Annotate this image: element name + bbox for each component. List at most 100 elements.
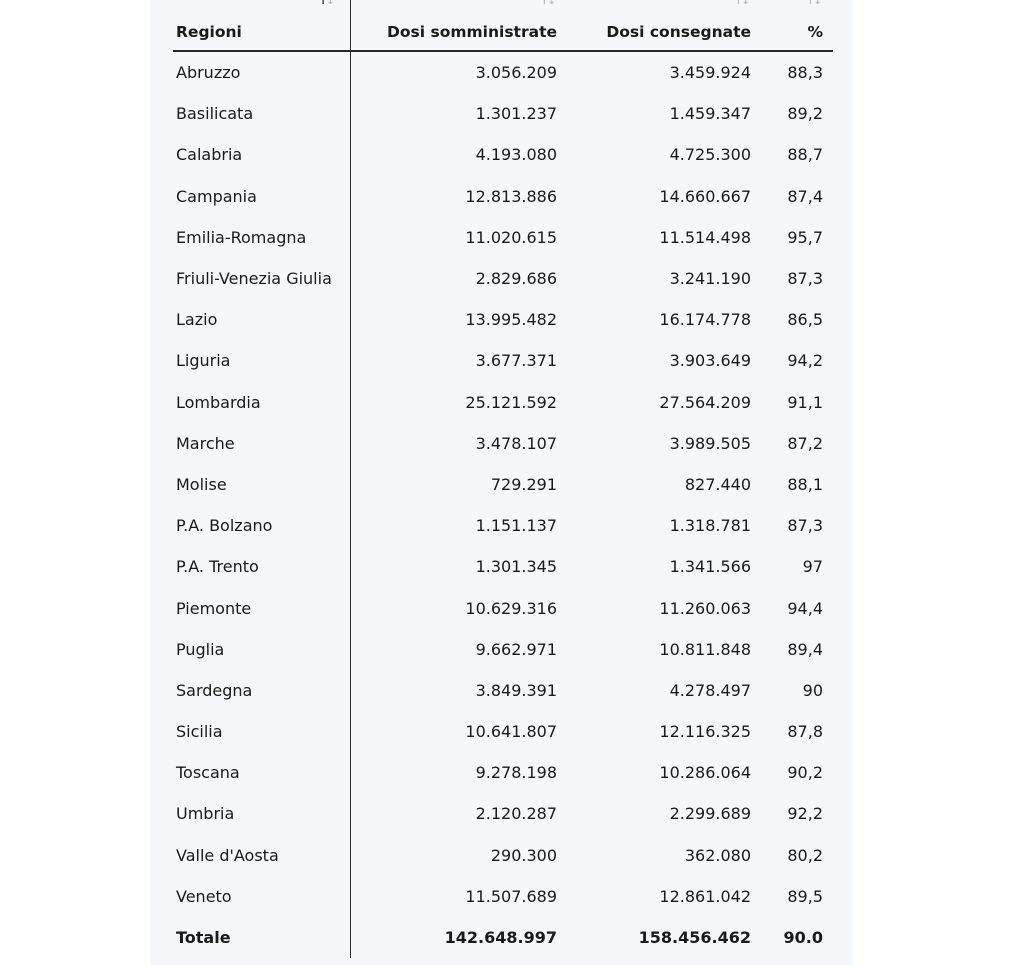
cell-regione: Molise (173, 463, 351, 506)
cell-percent: 87,8 (787, 722, 823, 742)
cell-dosi-somministrate: 142.648.997 (444, 928, 557, 948)
column-header-regioni[interactable]: ↑↓ Regioni (173, 0, 351, 52)
cell-dosi-consegnate: 1.318.781 (669, 516, 751, 536)
cell-regione: Sicilia (173, 711, 351, 753)
cell-regione: Friuli-Venezia Giulia (173, 257, 351, 300)
cell-dosi-consegnate: 3.459.924 (669, 63, 751, 83)
table-row: Calabria 4.193.080 4.725.300 88,7 (173, 134, 833, 176)
cell-regione: Calabria (173, 134, 351, 176)
cell-regione: Lombardia (173, 381, 351, 423)
table-row: Veneto 11.507.689 12.861.042 89,5 (173, 875, 833, 917)
cell-dosi-consegnate: 11.514.498 (659, 227, 751, 247)
column-header-label: % (807, 23, 823, 41)
cell-dosi-somministrate: 729.291 (490, 474, 557, 494)
cell-percent: 91,1 (787, 392, 823, 412)
cell-dosi-consegnate: 3.241.190 (669, 269, 751, 289)
cell-dosi-somministrate: 1.301.237 (475, 104, 557, 124)
cell-percent: 92,2 (787, 804, 823, 824)
cell-dosi-consegnate: 4.725.300 (669, 145, 751, 165)
cell-dosi-consegnate: 158.456.462 (638, 928, 751, 948)
cell-dosi-somministrate: 1.301.345 (475, 557, 557, 577)
cell-dosi-consegnate: 14.660.667 (659, 186, 751, 206)
cell-percent: 87,4 (787, 186, 823, 206)
cell-regione: Toscana (173, 752, 351, 794)
cell-regione: Piemonte (173, 587, 351, 629)
cell-dosi-somministrate: 3.478.107 (475, 433, 557, 453)
column-header-dosi-somministrate[interactable]: ↑↓ Dosi somministrate (350, 0, 567, 52)
cell-regione: Umbria (173, 793, 351, 835)
table-row: Lombardia 25.121.592 27.564.209 91,1 (173, 381, 833, 423)
total-row: Totale 142.648.997 158.456.462 90.0 (173, 916, 833, 959)
cell-percent: 87,2 (787, 433, 823, 453)
cell-dosi-consegnate: 10.811.848 (659, 639, 751, 659)
column-header-percent[interactable]: ↑↓ % (761, 0, 833, 52)
cell-dosi-consegnate: 827.440 (684, 474, 751, 494)
cell-dosi-somministrate: 11.020.615 (465, 227, 557, 247)
cell-regione: Campania (173, 175, 351, 217)
cell-dosi-somministrate: 13.995.482 (465, 310, 557, 330)
cell-dosi-somministrate: 1.151.137 (475, 516, 557, 536)
cell-dosi-consegnate: 3.903.649 (669, 351, 751, 371)
column-header-dosi-consegnate[interactable]: ↑↓ Dosi consegnate (567, 0, 761, 52)
cell-dosi-consegnate: 2.299.689 (669, 804, 751, 824)
vaccine-doses-table: ↑↓ Regioni ↑↓ Dosi somministrate ↑↓ Dosi… (173, 0, 833, 959)
table-row: Basilicata 1.301.237 1.459.347 89,2 (173, 93, 833, 135)
cell-percent: 94,4 (787, 598, 823, 618)
cell-regione: Marche (173, 422, 351, 464)
table-row: P.A. Trento 1.301.345 1.341.566 97 (173, 546, 833, 588)
cell-regione: Veneto (173, 875, 351, 917)
cell-percent: 88,3 (787, 63, 823, 83)
cell-dosi-somministrate: 9.278.198 (475, 763, 557, 783)
cell-dosi-somministrate: 3.849.391 (475, 680, 557, 700)
cell-regione: Basilicata (173, 93, 351, 135)
cell-percent: 87,3 (787, 516, 823, 536)
table-body: Abruzzo 3.056.209 3.459.924 88,3 Basilicata 1… (173, 51, 833, 959)
cell-dosi-consegnate: 27.564.209 (659, 392, 751, 412)
cell-percent: 95,7 (787, 227, 823, 247)
table-row: Friuli-Venezia Giulia 2.829.686 3.241.190 8… (173, 257, 833, 300)
cell-dosi-somministrate: 12.813.886 (465, 186, 557, 206)
table-row: Lazio 13.995.482 16.174.778 86,5 (173, 299, 833, 341)
table-row: Emilia-Romagna 11.020.615 11.514.498 95,7 (173, 216, 833, 258)
cell-dosi-somministrate: 3.677.371 (475, 351, 557, 371)
cell-percent: 89,2 (787, 104, 823, 124)
cell-dosi-consegnate: 1.459.347 (669, 104, 751, 124)
cell-dosi-consegnate: 362.080 (684, 845, 751, 865)
cell-dosi-consegnate: 1.341.566 (669, 557, 751, 577)
sort-icon[interactable]: ↑↓ (734, 0, 750, 7)
cell-percent: 89,4 (787, 639, 823, 659)
cell-percent: 86,5 (787, 310, 823, 330)
cell-dosi-somministrate: 2.120.287 (475, 804, 557, 824)
cell-regione: Sardegna (173, 669, 351, 711)
column-header-label: Dosi consegnate (606, 23, 751, 41)
cell-dosi-somministrate: 10.641.807 (465, 722, 557, 742)
column-header-label: Dosi somministrate (387, 23, 557, 41)
sort-icon[interactable]: ↑↓ (319, 0, 335, 7)
sort-icon[interactable]: ↑↓ (540, 0, 556, 7)
sort-icon[interactable]: ↑↓ (806, 0, 822, 7)
table-row: Piemonte 10.629.316 11.260.063 94,4 (173, 587, 833, 629)
cell-dosi-somministrate: 4.193.080 (475, 145, 557, 165)
cell-percent: 80,2 (787, 845, 823, 865)
table-row: Umbria 2.120.287 2.299.689 92,2 (173, 793, 833, 835)
cell-percent: 97 (802, 557, 823, 577)
cell-dosi-consegnate: 11.260.063 (659, 598, 751, 618)
cell-dosi-consegnate: 3.989.505 (669, 433, 751, 453)
table-row: Sardegna 3.849.391 4.278.497 90 (173, 669, 833, 711)
cell-dosi-somministrate: 9.662.971 (475, 639, 557, 659)
table-row: Sicilia 10.641.807 12.116.325 87,8 (173, 711, 833, 753)
cell-dosi-somministrate: 10.629.316 (465, 598, 557, 618)
cell-regione: Emilia-Romagna (173, 216, 351, 258)
cell-percent: 90 (802, 680, 823, 700)
cell-percent: 90,2 (787, 763, 823, 783)
cell-regione: Liguria (173, 340, 351, 382)
cell-regione: P.A. Bolzano (173, 505, 351, 547)
cell-percent: 88,1 (787, 474, 823, 494)
table-row: Liguria 3.677.371 3.903.649 94,2 (173, 340, 833, 382)
cell-percent: 89,5 (787, 886, 823, 906)
table-row: Campania 12.813.886 14.660.667 87,4 (173, 175, 833, 217)
column-header-label: Regioni (176, 23, 242, 41)
cell-percent: 88,7 (787, 145, 823, 165)
table-row: P.A. Bolzano 1.151.137 1.318.781 87,3 (173, 505, 833, 547)
cell-dosi-somministrate: 3.056.209 (475, 63, 557, 83)
